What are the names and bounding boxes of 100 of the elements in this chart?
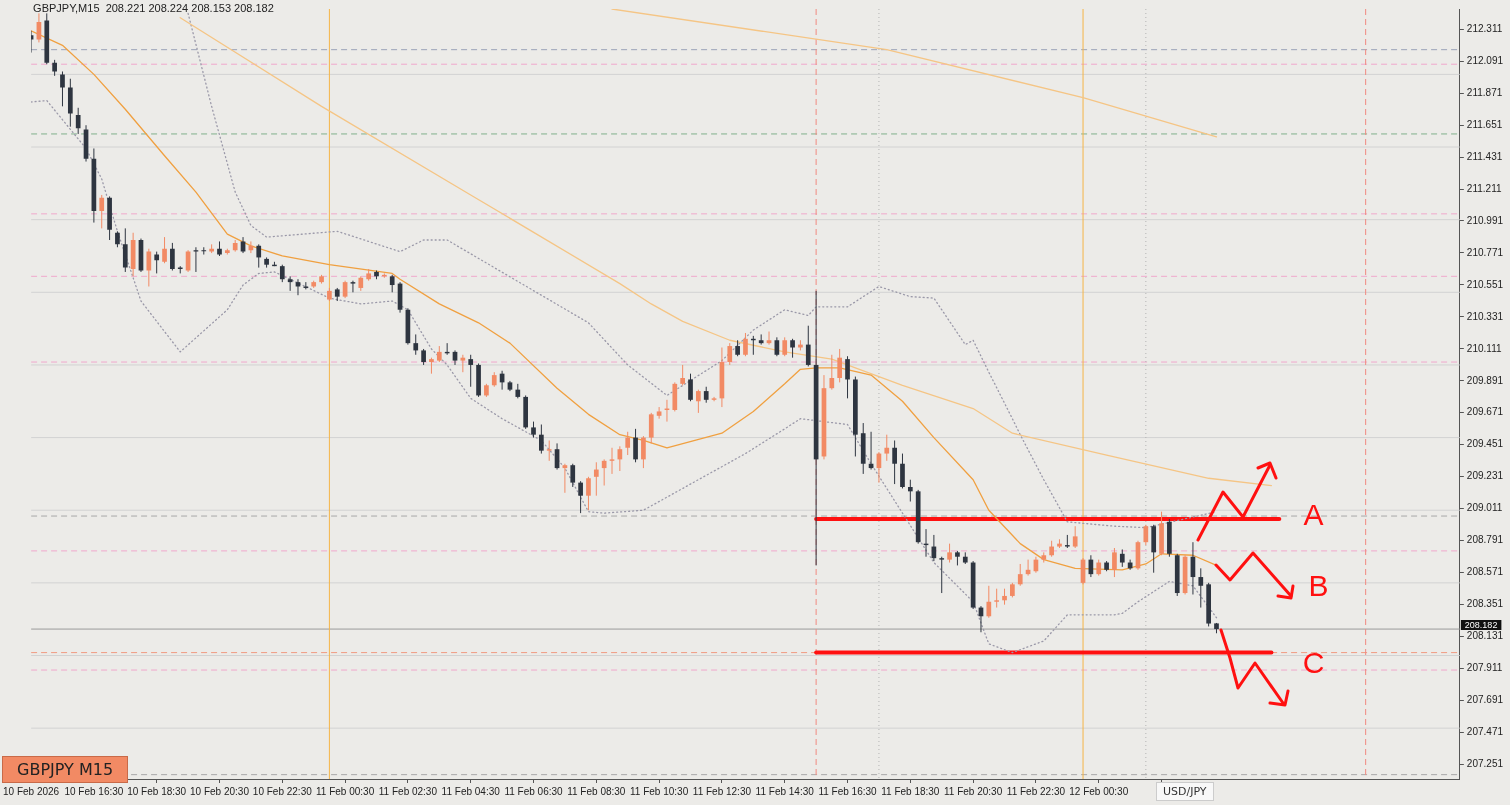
candlestick xyxy=(546,439,552,462)
candlestick xyxy=(350,280,356,293)
x-tick-label: 11 Feb 22:30 xyxy=(1006,785,1066,797)
x-tick-label: 11 Feb 02:30 xyxy=(378,785,438,797)
candlestick xyxy=(656,406,662,420)
candlestick xyxy=(578,480,583,514)
candlestick xyxy=(460,354,466,373)
y-tick-label: 208.131 xyxy=(1466,630,1504,642)
y-tick-label: 210.771 xyxy=(1466,246,1504,258)
candlestick xyxy=(986,585,992,619)
y-tick-label: 207.911 xyxy=(1466,662,1503,674)
x-tick-label: 10 Feb 16:30 xyxy=(64,785,124,797)
x-tick-label: 10 Feb 18:30 xyxy=(127,785,187,797)
candlestick xyxy=(601,458,607,487)
y-tick-label: 211.651 xyxy=(1466,118,1503,130)
candlestick xyxy=(688,373,693,402)
text: USD/JPY xyxy=(1156,782,1214,801)
annotation: B xyxy=(1307,569,1330,604)
ref-line-label: 208.182 xyxy=(1464,619,1498,630)
y-tick-label: 211.871 xyxy=(1466,86,1503,98)
y-tick-label: 212.311 xyxy=(1466,22,1503,34)
y-tick-label: 208.791 xyxy=(1466,534,1504,546)
candlestick xyxy=(122,227,128,273)
x-tick-label: 10 Feb 22:30 xyxy=(252,785,313,797)
x-tick-label: 11 Feb 18:30 xyxy=(881,785,940,797)
candlestick xyxy=(75,107,81,135)
candlestick xyxy=(60,70,65,107)
candlestick xyxy=(900,453,905,489)
y-tick-label: 209.671 xyxy=(1466,406,1504,418)
candlestick xyxy=(837,348,843,383)
annotation: A xyxy=(1302,497,1325,532)
y-tick-label: 207.691 xyxy=(1466,694,1504,706)
candlestick xyxy=(907,479,913,503)
candlestick xyxy=(625,431,631,456)
x-tick-label: 10 Feb 20:30 xyxy=(190,785,250,797)
candlestick xyxy=(1143,524,1149,546)
candlestick xyxy=(609,447,615,475)
candlestick xyxy=(743,332,748,357)
candlestick xyxy=(468,354,474,388)
candlestick xyxy=(829,354,835,391)
y-tick-label: 210.111 xyxy=(1466,342,1502,354)
candlestick xyxy=(939,556,945,594)
candlestick xyxy=(884,434,890,462)
candlestick xyxy=(892,439,897,485)
candlestick xyxy=(539,424,544,455)
candlestick xyxy=(648,412,654,444)
x-tick-label: 11 Feb 04:30 xyxy=(441,785,501,797)
annotation: GBPJPY M15 xyxy=(2,756,129,783)
candlestick xyxy=(845,355,850,399)
x-tick-label: 10 Feb 2026 xyxy=(2,785,60,797)
y-tick-label: 209.011 xyxy=(1466,502,1503,514)
candlestick xyxy=(782,336,788,357)
y-tick-label: 209.231 xyxy=(1466,470,1504,482)
candlestick xyxy=(790,338,795,359)
candlestick xyxy=(99,194,105,229)
candlestick xyxy=(586,476,591,511)
y-tick-label: 208.571 xyxy=(1466,566,1504,578)
candlestick xyxy=(1198,567,1204,609)
y-tick-label: 209.451 xyxy=(1466,438,1504,450)
candlestick xyxy=(633,428,638,463)
candlestick xyxy=(154,251,160,274)
x-tick-label: 12 Feb 00:30 xyxy=(1069,785,1129,797)
candlestick xyxy=(256,243,262,269)
candlestick xyxy=(805,325,811,367)
y-tick-label: 209.891 xyxy=(1466,374,1504,386)
candlestick xyxy=(146,248,152,287)
x-tick-label: 11 Feb 08:30 xyxy=(567,785,626,797)
x-tick-label: 11 Feb 20:30 xyxy=(944,785,1003,797)
candlestick xyxy=(680,364,686,386)
candlestick xyxy=(994,588,1000,609)
candlestick xyxy=(193,246,199,273)
line-series xyxy=(31,99,1218,654)
y-tick-label: 210.331 xyxy=(1466,310,1504,322)
y-tick-label: 211.431 xyxy=(1466,150,1503,162)
candlestick xyxy=(1072,525,1078,549)
candlestick xyxy=(170,242,175,272)
y-tick-label: 212.091 xyxy=(1466,54,1504,66)
candlestick xyxy=(413,333,419,356)
candlestick xyxy=(696,389,701,414)
x-tick-label: 11 Feb 14:30 xyxy=(755,785,815,797)
annotation: C xyxy=(1301,646,1326,681)
candlestick xyxy=(201,246,207,256)
y-tick-label: 210.991 xyxy=(1466,214,1504,226)
y-tick-label: 208.351 xyxy=(1466,598,1504,610)
candlestick xyxy=(570,463,576,488)
x-tick-label: 11 Feb 10:30 xyxy=(630,785,689,797)
candlestick xyxy=(727,342,733,366)
candlestick xyxy=(947,543,952,564)
x-tick-label: 11 Feb 12:30 xyxy=(692,785,752,797)
x-tick-label: 11 Feb 16:30 xyxy=(818,785,878,797)
x-tick-label: 11 Feb 00:30 xyxy=(315,785,375,797)
y-tick-label: 207.251 xyxy=(1466,758,1504,770)
x-tick-label: 11 Feb 06:30 xyxy=(504,785,564,797)
candlestick xyxy=(1017,563,1023,587)
candlestick xyxy=(162,236,167,264)
candlestick xyxy=(1112,547,1117,578)
candlestick xyxy=(641,435,646,469)
y-tick-label: 211.211 xyxy=(1466,182,1502,194)
candlestick xyxy=(711,396,717,402)
candlestick xyxy=(593,461,599,497)
